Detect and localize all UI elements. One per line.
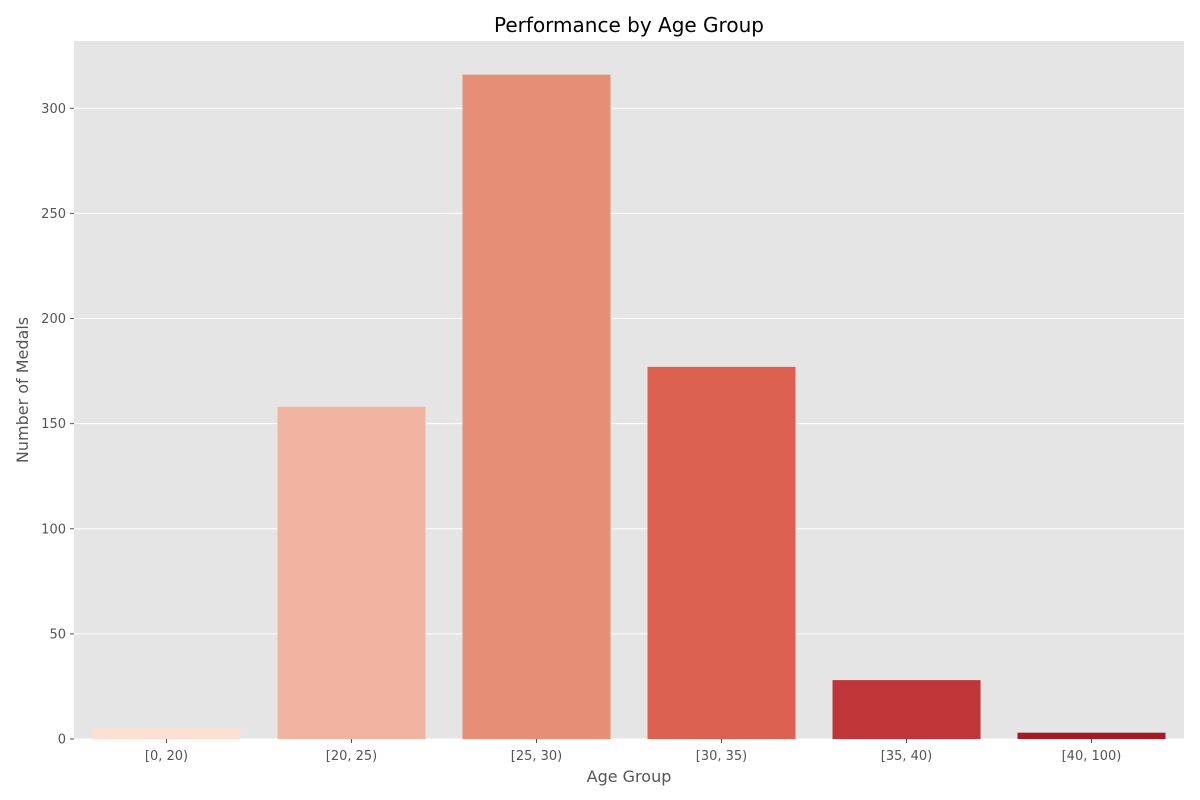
y-tick-label: 300 <box>41 102 66 117</box>
x-axis-label: Age Group <box>587 767 672 786</box>
x-tick-label: [20, 25) <box>326 749 378 764</box>
y-tick-label: 250 <box>41 207 66 222</box>
x-axis-ticks: [0, 20) [20, 25) [25, 30) [30, 35) [35, 40) [… <box>145 739 1122 764</box>
y-tick-label: 50 <box>49 627 66 642</box>
bar <box>92 728 241 739</box>
grid-lines <box>74 107 1184 740</box>
y-tick-label: 0 <box>58 733 66 748</box>
x-tick-label: [40, 100) <box>1062 749 1122 764</box>
x-tick-label: [25, 30) <box>511 749 563 764</box>
chart-title: Performance by Age Group <box>494 13 764 37</box>
x-tick-label: [35, 40) <box>881 749 933 764</box>
bars <box>92 74 1166 740</box>
plot-area <box>74 41 1184 739</box>
y-axis-label: Number of Medals <box>13 317 32 463</box>
bar <box>1017 732 1166 739</box>
bar <box>277 406 426 739</box>
y-tick-label: 100 <box>41 522 66 537</box>
bar <box>462 74 611 740</box>
bar <box>647 366 796 739</box>
x-tick-label: [30, 35) <box>696 749 748 764</box>
bar <box>832 680 981 739</box>
y-axis-ticks: 0 50 100 150 200 250 300 <box>41 102 74 748</box>
y-tick-label: 150 <box>41 417 66 432</box>
x-tick-label: [0, 20) <box>145 749 188 764</box>
y-tick-label: 200 <box>41 312 66 327</box>
